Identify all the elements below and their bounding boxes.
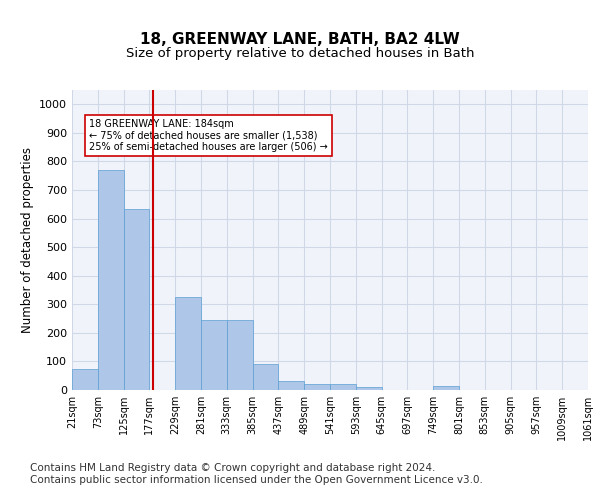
Text: Contains HM Land Registry data © Crown copyright and database right 2024.
Contai: Contains HM Land Registry data © Crown c… — [30, 464, 483, 485]
Bar — [124, 208, 149, 390]
Bar — [433, 386, 459, 390]
Bar — [330, 384, 356, 390]
Bar — [253, 364, 278, 390]
Bar — [278, 382, 304, 390]
Bar — [98, 170, 124, 390]
Text: Size of property relative to detached houses in Bath: Size of property relative to detached ho… — [126, 48, 474, 60]
Y-axis label: Number of detached properties: Number of detached properties — [20, 147, 34, 333]
Bar — [304, 384, 330, 390]
Bar — [175, 297, 201, 390]
Bar — [227, 320, 253, 390]
Bar — [356, 387, 382, 390]
Text: 18, GREENWAY LANE, BATH, BA2 4LW: 18, GREENWAY LANE, BATH, BA2 4LW — [140, 32, 460, 48]
Bar — [201, 320, 227, 390]
Text: 18 GREENWAY LANE: 184sqm
← 75% of detached houses are smaller (1,538)
25% of sem: 18 GREENWAY LANE: 184sqm ← 75% of detach… — [89, 118, 328, 152]
Bar — [72, 368, 98, 390]
